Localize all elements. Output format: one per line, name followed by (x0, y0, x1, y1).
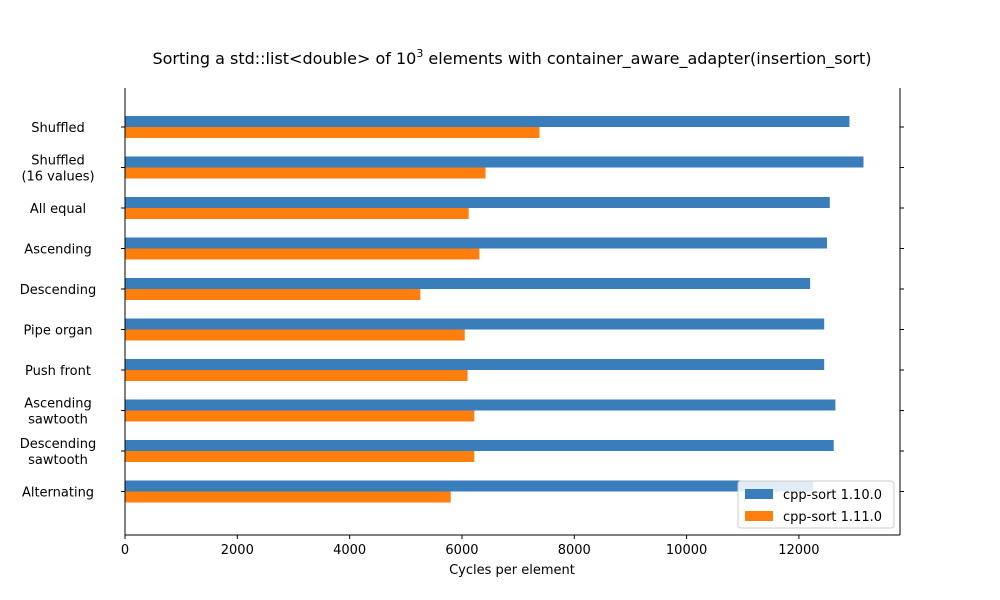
category-label-5: Descending (20, 283, 97, 298)
bar-2-8 (125, 410, 475, 422)
bar-2-10 (125, 491, 451, 503)
category-label-10: Alternating (22, 486, 94, 501)
category-label-line: Ascending (24, 397, 91, 412)
category-label-line: (16 values) (21, 170, 94, 185)
category-label-8: Ascending sawtooth (24, 397, 91, 428)
category-label-line: Descending (20, 283, 97, 298)
category-label-line: Ascending (24, 243, 91, 258)
category-label-line: All equal (30, 202, 86, 217)
chart-title: Sorting a std::list<double> of 103 eleme… (152, 47, 871, 69)
category-label-9: Descending sawtooth (20, 437, 97, 468)
x-tick-label-6000: 6000 (445, 543, 478, 558)
bar-1-1 (125, 116, 850, 127)
category-label-7: Push front (25, 364, 91, 379)
category-label-line: sawtooth (28, 453, 88, 468)
category-label-4: Ascending (24, 243, 91, 258)
legend-swatch-2 (745, 511, 773, 521)
bar-1-8 (125, 399, 836, 411)
bar-2-4 (125, 248, 480, 260)
x-tick-label-0: 0 (121, 543, 129, 558)
bar-1-7 (125, 359, 825, 370)
bar-2-1 (125, 127, 540, 138)
bar-2-6 (125, 329, 465, 341)
bar-1-5 (125, 278, 811, 289)
x-tick-label-8000: 8000 (558, 543, 591, 558)
bar-1-6 (125, 318, 825, 330)
x-tick-label-2000: 2000 (221, 543, 254, 558)
category-label-6: Pipe organ (23, 324, 92, 339)
bar-2-3 (125, 208, 469, 219)
legend-label-2: cpp-sort 1.11.0 (783, 510, 882, 525)
bar-2-7 (125, 370, 468, 381)
legend-box (737, 480, 895, 529)
bar-2-9 (125, 451, 475, 462)
category-label-line: Shuffled (31, 154, 85, 169)
bar-1-2 (125, 156, 864, 168)
x-tick-label-10000: 10000 (666, 543, 707, 558)
category-label-2: Shuffled (16 values) (21, 154, 94, 185)
bar-1-3 (125, 197, 830, 208)
category-label-line: Pipe organ (23, 324, 92, 339)
category-label-line: Descending (20, 437, 97, 452)
legend: cpp-sort 1.10.0 cpp-sort 1.11.0 (737, 480, 895, 529)
category-label-1: Shuffled (31, 121, 85, 136)
bar-2-2 (125, 167, 486, 179)
legend-label-1: cpp-sort 1.10.0 (783, 488, 882, 503)
bar-1-4 (125, 237, 827, 249)
legend-swatch-1 (745, 489, 773, 499)
x-axis-label: Cycles per element (449, 563, 575, 578)
category-label-line: Alternating (22, 486, 94, 501)
category-label-3: All equal (30, 202, 86, 217)
x-tick-label-12000: 12000 (778, 543, 819, 558)
bar-1-9 (125, 440, 834, 451)
bar-1-10 (125, 480, 813, 492)
category-label-line: Shuffled (31, 121, 85, 136)
plot-area: 0 2000 4000 6000 8000 10000 12000ShuffledShuff… (20, 88, 904, 558)
category-label-line: Push front (25, 364, 91, 379)
category-label-line: sawtooth (28, 413, 88, 428)
bar-2-5 (125, 289, 421, 300)
x-tick-label-4000: 4000 (333, 543, 366, 558)
